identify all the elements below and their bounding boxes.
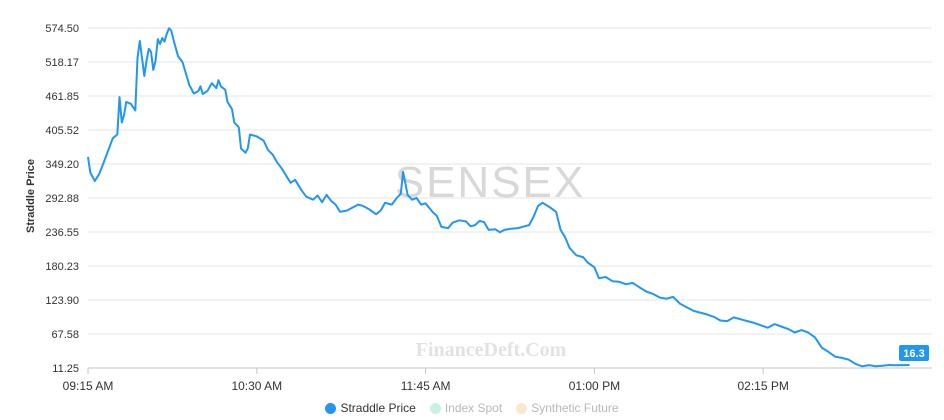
y-tick-label: 180.23 [45, 261, 79, 273]
legend-label-index-spot: Index Spot [444, 401, 503, 415]
y-tick-label: 574.50 [45, 23, 79, 35]
x-tick-label: 11:45 AM [401, 379, 451, 393]
y-tick-label: 123.90 [45, 295, 79, 307]
y-tick-label: 11.25 [52, 363, 79, 375]
legend-item-synthetic-future[interactable]: Synthetic Future [516, 401, 619, 415]
x-tick-label: 09:15 AM [63, 379, 114, 393]
y-tick-label: 349.20 [45, 159, 79, 171]
legend-item-straddle-price[interactable]: Straddle Price [325, 401, 416, 415]
site-watermark: FinanceDeft.Com [416, 339, 567, 361]
last-value-badge: 16.3 [899, 344, 929, 361]
legend-label-straddle-price: Straddle Price [340, 401, 416, 415]
y-tick-label: 67.58 [51, 329, 79, 341]
y-tick-label: 236.55 [45, 227, 79, 239]
x-tick-label: 02:15 PM [738, 379, 789, 393]
legend-marker-index-spot [429, 402, 441, 414]
straddle-price-line[interactable] [87, 27, 910, 368]
y-tick-label: 518.17 [45, 57, 79, 69]
legend-item-index-spot[interactable]: Index Spot [429, 401, 503, 415]
y-tick-label: 461.85 [45, 91, 79, 103]
y-axis-ticks: 11.25 67.58 123.90 180.23 236.55 292.88 349.20… [45, 23, 79, 375]
legend-label-synthetic-future: Synthetic Future [531, 401, 619, 415]
chart-legend: Straddle Price Index Spot Synthetic Futu… [0, 401, 944, 415]
last-value-badge-bg [899, 344, 929, 361]
x-axis-ticks: 09:15 AM 10:30 AM 11:45 AM 01:00 PM 02:15 PM [63, 368, 789, 393]
last-value-label: 16.3 [903, 348, 924, 360]
x-tick-label: 01:00 PM [569, 379, 620, 393]
legend-marker-straddle-price [325, 402, 337, 414]
y-tick-label: 405.52 [45, 125, 79, 137]
x-tick-label: 10:30 AM [231, 379, 282, 393]
index-watermark: SENSEX [395, 158, 586, 207]
y-tick-label: 292.88 [45, 193, 79, 205]
y-axis-label: Straddle Price [25, 159, 37, 233]
legend-marker-synthetic-future [516, 402, 528, 414]
chart-gridlines [88, 27, 932, 369]
